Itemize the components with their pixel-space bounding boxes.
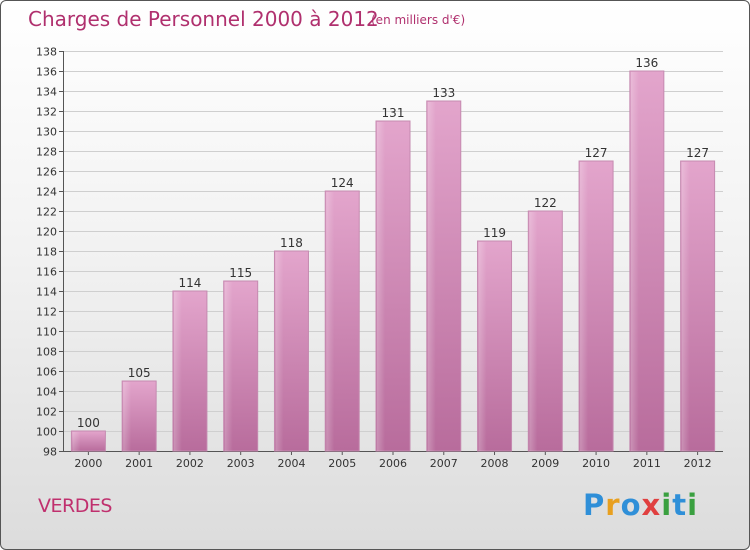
- x-tick-label: 2006: [379, 457, 407, 470]
- y-tick-label: 126: [36, 166, 57, 179]
- place-name: VERDES: [38, 495, 112, 517]
- x-tick-label: 2001: [125, 457, 153, 470]
- chart-title: Charges de Personnel 2000 à 2012: [28, 7, 379, 31]
- proxiti-logo: Proxiti: [583, 488, 698, 522]
- x-tick-label: 2000: [74, 457, 102, 470]
- y-tick-label: 116: [36, 266, 57, 279]
- y-tick-label: 120: [36, 226, 57, 239]
- bar-highlight: [224, 282, 233, 451]
- x-tick-label: 2003: [227, 457, 255, 470]
- bar-highlight: [275, 252, 284, 451]
- x-tick-label: 2005: [328, 457, 356, 470]
- bar-value-label: 115: [229, 266, 252, 280]
- y-tick-label: 114: [36, 286, 57, 299]
- bar-highlight: [529, 212, 538, 451]
- logo-letter: i: [661, 488, 673, 522]
- bar-value-label: 122: [534, 196, 557, 210]
- bar-highlight: [173, 292, 182, 451]
- bar-highlight: [72, 432, 81, 451]
- x-tick-label: 2008: [481, 457, 509, 470]
- bar-highlight: [123, 382, 132, 451]
- bar-highlight: [580, 162, 589, 451]
- logo-letter: x: [641, 488, 662, 522]
- logo-letter: o: [620, 488, 642, 522]
- bar-value-label: 118: [280, 236, 303, 250]
- logo-letter: P: [583, 488, 606, 522]
- y-tick-label: 134: [36, 86, 57, 99]
- y-tick-label: 118: [36, 246, 57, 259]
- bar-highlight: [478, 242, 487, 451]
- x-tick-label: 2009: [531, 457, 559, 470]
- bar-value-label: 133: [432, 86, 455, 100]
- y-tick-label: 102: [36, 406, 57, 419]
- y-tick-label: 108: [36, 346, 57, 359]
- logo-letter: r: [605, 488, 621, 522]
- bar-highlight: [630, 72, 639, 451]
- bar-value-label: 124: [331, 176, 354, 190]
- y-tick-label: 104: [36, 386, 57, 399]
- x-tick-label: 2011: [633, 457, 661, 470]
- y-tick-label: 128: [36, 146, 57, 159]
- bar-value-label: 119: [483, 226, 506, 240]
- y-tick-label: 106: [36, 366, 57, 379]
- bar-highlight: [326, 192, 335, 451]
- y-tick-label: 124: [36, 186, 57, 199]
- bar-highlight: [377, 122, 385, 451]
- bar-value-label: 114: [178, 276, 201, 290]
- bar-value-label: 100: [77, 416, 100, 430]
- x-tick-label: 2002: [176, 457, 204, 470]
- y-tick-label: 130: [36, 126, 57, 139]
- y-tick-label: 110: [36, 326, 57, 339]
- y-tick-label: 100: [36, 426, 57, 439]
- x-tick-label: 2012: [684, 457, 712, 470]
- x-tick-label: 2004: [277, 457, 305, 470]
- y-tick-label: 138: [36, 46, 57, 59]
- bar-highlight: [427, 102, 436, 451]
- bar-value-label: 136: [635, 56, 658, 70]
- y-tick-label: 132: [36, 106, 57, 119]
- bar-value-label: 127: [686, 146, 709, 160]
- bar-value-label: 131: [382, 106, 405, 120]
- y-tick-label: 98: [43, 446, 57, 459]
- y-tick-label: 136: [36, 66, 57, 79]
- x-tick-label: 2010: [582, 457, 610, 470]
- bar-highlight: [681, 162, 690, 451]
- chart-subtitle: (en milliers d'€): [371, 13, 466, 27]
- bar-value-label: 127: [585, 146, 608, 160]
- logo-letter: t: [672, 488, 688, 522]
- bar-value-label: 105: [128, 366, 151, 380]
- x-tick-label: 2007: [430, 457, 458, 470]
- y-tick-label: 122: [36, 206, 57, 219]
- logo-letter: i: [687, 488, 699, 522]
- y-tick-label: 112: [36, 306, 57, 319]
